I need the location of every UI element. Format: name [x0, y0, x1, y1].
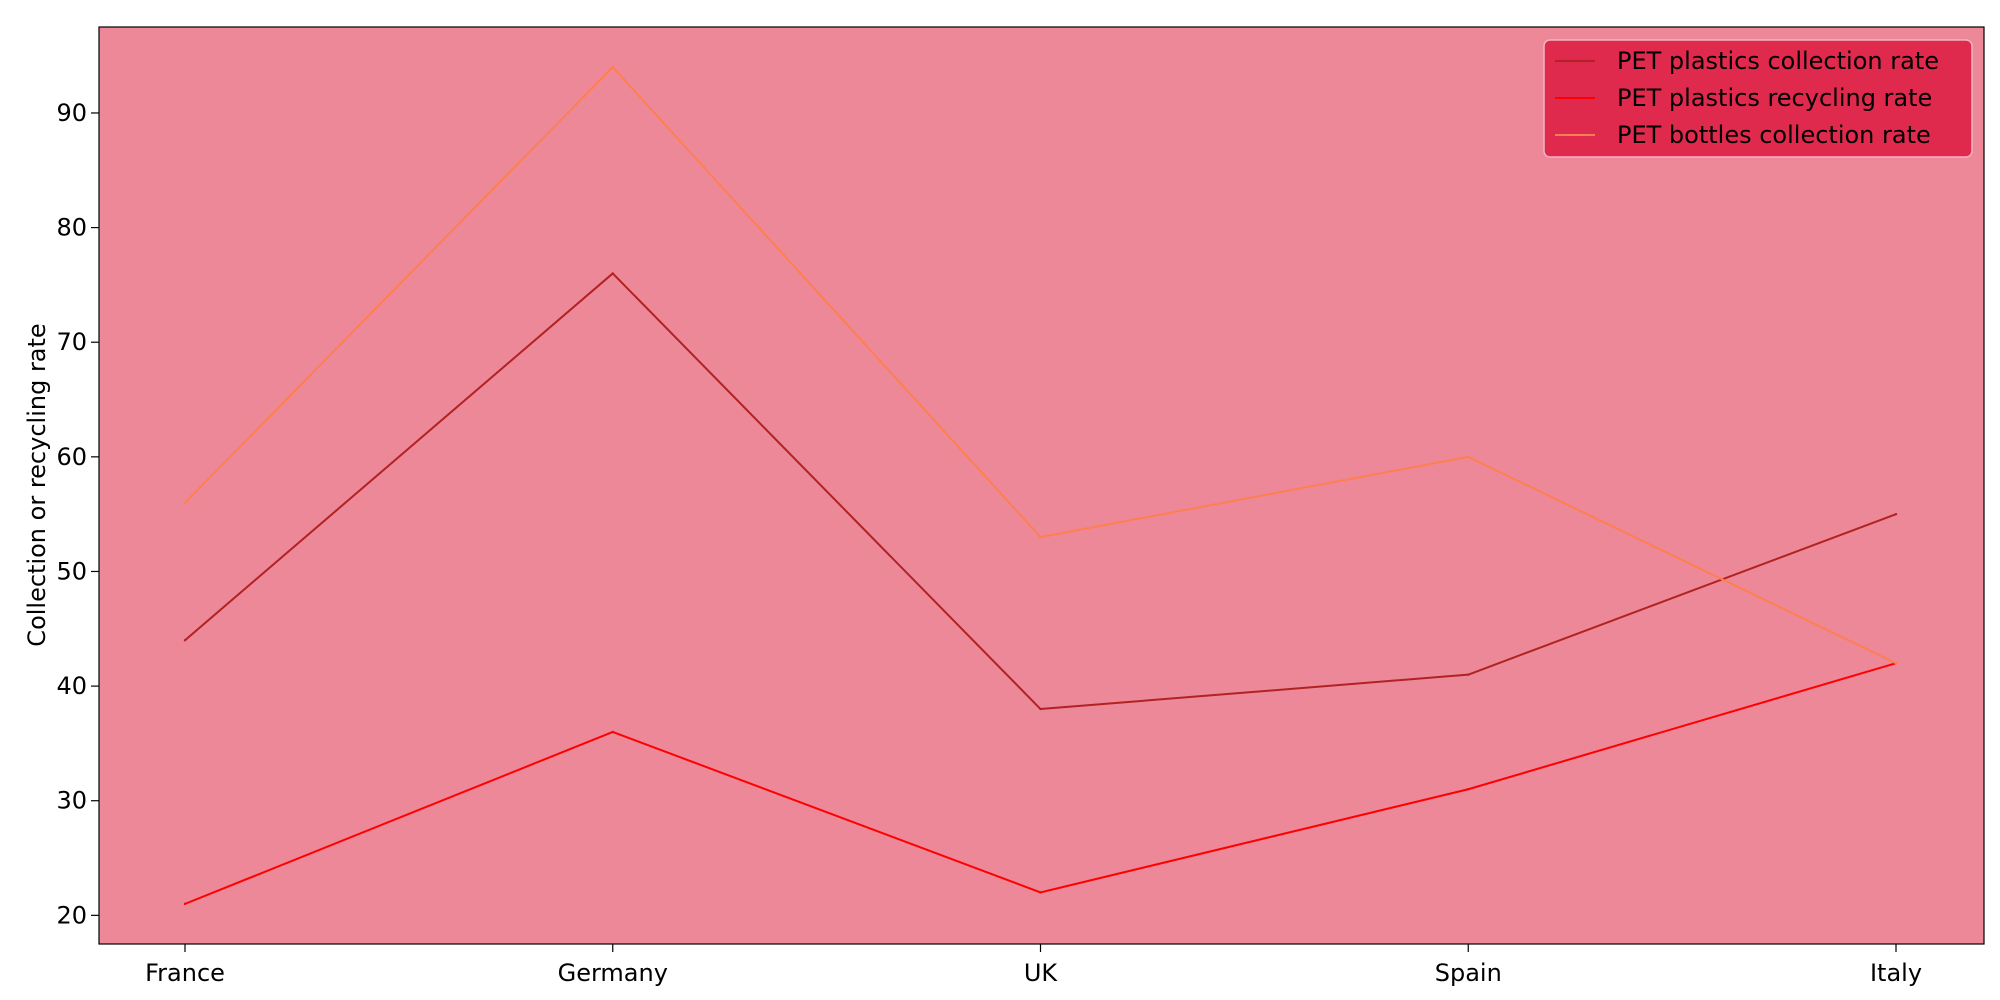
data-point: [1039, 707, 1042, 711]
legend-label: PET plastics recycling rate: [1617, 84, 1932, 112]
data-point: [611, 730, 614, 734]
y-tick-label: 50: [56, 557, 87, 585]
x-tick-label: France: [145, 959, 225, 987]
series-group: [183, 272, 1898, 711]
legend[interactable]: PET plastics collection rate PET plastics…: [1543, 39, 1973, 158]
data-point: [1467, 788, 1470, 791]
legend-label: PET bottles collection rate: [1617, 121, 1931, 149]
y-tick-label: 90: [56, 99, 87, 127]
data-point: [611, 65, 614, 69]
y-tick-label: 80: [56, 214, 87, 242]
x-axis: France Germany UK Spain Italy: [145, 944, 1922, 987]
legend-label: PET plastics collection rate: [1617, 47, 1939, 75]
x-tick-label: Italy: [1870, 959, 1922, 987]
data-point: [1894, 512, 1898, 516]
plot-area: [98, 26, 1985, 945]
y-tick-label: 40: [56, 672, 87, 700]
data-point: [1039, 535, 1042, 539]
data-point: [1467, 455, 1470, 459]
data-point: [1467, 673, 1470, 676]
y-tick-label: 20: [56, 901, 87, 929]
y-axis-title: Collection or recycling rate: [23, 323, 51, 646]
data-point: [1894, 661, 1898, 665]
legend-box: [1543, 39, 1973, 158]
series-layer: [183, 65, 1898, 906]
y-axis: 20 30 40 50 60 70 80 90: [56, 99, 99, 929]
x-tick-label: Germany: [558, 959, 668, 987]
series-group: [183, 65, 1898, 665]
y-tick-label: 60: [56, 443, 87, 471]
x-tick-label: Spain: [1435, 959, 1502, 987]
y-tick-label: 30: [56, 787, 87, 815]
y-tick-label: 70: [56, 328, 87, 356]
x-tick-label: UK: [1024, 959, 1059, 987]
data-point: [183, 639, 187, 642]
data-point: [611, 272, 614, 275]
data-point: [183, 902, 187, 906]
data-point: [1039, 891, 1042, 894]
legend-items: PET plastics collection rate PET plastics…: [1555, 47, 1939, 149]
data-point: [183, 501, 187, 504]
